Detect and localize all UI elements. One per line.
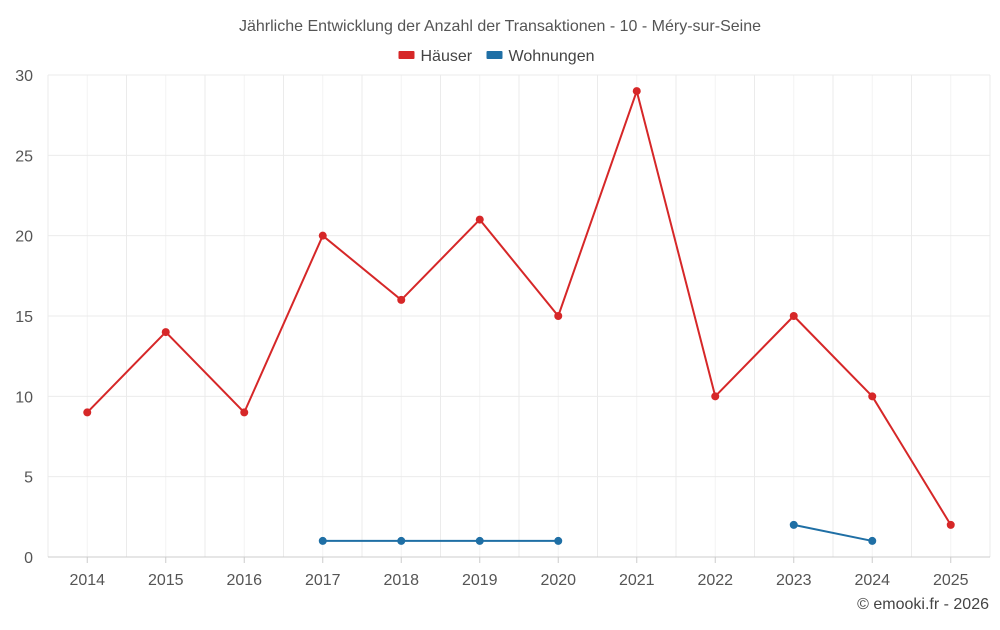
data-point-wohnungen[interactable] [397,536,406,545]
x-tick-label: 2019 [462,572,498,589]
y-tick-label: 10 [15,389,33,406]
data-point-hauser[interactable] [318,231,327,240]
data-series [83,87,955,545]
legend-label: Häuser [421,48,473,65]
data-point-hauser[interactable] [161,328,170,337]
data-point-hauser[interactable] [554,312,563,320]
x-tick-label: 2021 [619,572,655,589]
x-tick-label: 2024 [854,572,890,589]
data-point-hauser[interactable] [789,312,798,320]
grid-lines [47,74,991,558]
data-point-hauser[interactable] [475,215,484,224]
x-tick-label: 2020 [540,572,576,589]
data-point-wohnungen[interactable] [789,520,798,529]
legend-swatch [398,51,415,59]
y-tick-label: 15 [15,309,33,326]
y-tick-label: 5 [24,470,33,487]
credit-text: © emooki.fr - 2026 [857,596,989,613]
legend-swatch [486,51,503,59]
x-tick-label: 2025 [933,572,969,589]
y-tick-label: 0 [24,550,33,567]
data-point-wohnungen[interactable] [554,536,563,545]
x-tick-label: 2018 [383,572,419,589]
data-point-hauser[interactable] [868,392,877,401]
chart-title: Jährliche Entwicklung der Anzahl der Tra… [239,18,761,35]
x-tick-label: 2016 [226,572,262,589]
legend-label: Wohnungen [509,48,595,65]
series-line-hauser [86,90,952,526]
y-tick-label: 25 [15,148,33,165]
data-point-hauser[interactable] [946,520,955,529]
data-point-wohnungen[interactable] [868,536,877,545]
legend-item-wohnungen[interactable]: Wohnungen [486,48,595,65]
legend-item-hauser[interactable]: Häuser [398,48,473,65]
y-tick-label: 20 [15,229,33,246]
data-point-hauser[interactable] [711,392,720,401]
legend: Häuser Wohnungen [398,48,595,65]
data-point-hauser[interactable] [632,87,641,96]
x-tick-label: 2014 [69,572,105,589]
x-tick-label: 2022 [697,572,733,589]
x-tick-label: 2017 [305,572,341,589]
data-point-hauser[interactable] [240,408,249,417]
series-line-wohnungen [793,523,873,542]
data-point-hauser[interactable] [83,408,92,417]
y-tick-label: 30 [15,68,33,85]
data-point-wohnungen[interactable] [318,536,327,545]
x-tick-label: 2015 [148,572,184,589]
data-point-hauser[interactable] [397,295,406,304]
x-tick-label: 2023 [776,572,812,589]
data-point-wohnungen[interactable] [475,536,484,545]
